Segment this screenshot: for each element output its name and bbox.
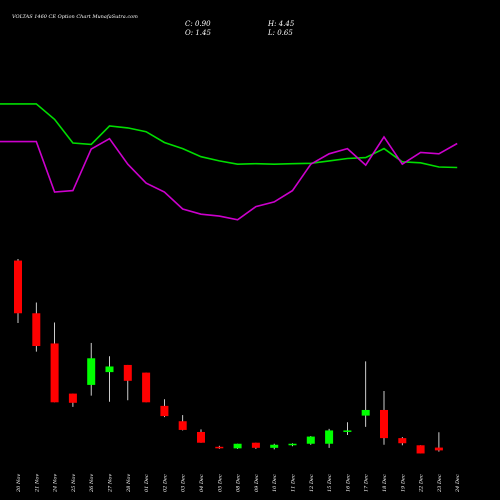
x-tick-label: 24 Dec [455, 474, 461, 493]
candle-body [178, 421, 187, 430]
candle [178, 415, 187, 431]
x-tick-label: 24 Nov [53, 474, 59, 493]
x-tick-label: 12 Dec [309, 474, 315, 492]
candle-body [160, 405, 169, 417]
open-value: O: 1.45 [185, 29, 211, 37]
candle [434, 432, 443, 452]
candle [233, 443, 242, 449]
candle-body [398, 438, 407, 444]
candles [14, 259, 443, 454]
close-value: C: 0.90 [185, 20, 211, 28]
candle [251, 442, 260, 449]
x-axis-tick-labels: 20 Nov 21 Nov 24 Nov 25 Nov 26 Nov 27 Nov 28 N… [16, 474, 461, 493]
candle [32, 302, 41, 352]
candle [14, 259, 22, 323]
magenta-line [0, 135, 458, 221]
x-tick-label: 09 Dec [254, 474, 260, 492]
x-tick-label: 16 Dec [345, 474, 351, 492]
candle [416, 445, 425, 454]
candle [160, 399, 169, 418]
moving-average-lines [0, 103, 458, 221]
candle [380, 391, 388, 445]
candle [270, 443, 279, 450]
candle-body [343, 430, 352, 432]
candle-body [380, 409, 388, 439]
candle [197, 429, 205, 443]
candle-body [434, 447, 443, 451]
candle [105, 356, 114, 402]
candle [306, 436, 315, 445]
candle-body [87, 358, 96, 385]
candle-body [68, 393, 77, 403]
x-tick-label: 27 Nov [108, 474, 114, 493]
x-tick-label: 01 Dec [144, 474, 150, 492]
candle [68, 393, 77, 407]
candle-body [50, 343, 59, 403]
x-tick-label: 15 Dec [327, 474, 333, 492]
candle [288, 443, 297, 447]
candle-body [32, 313, 41, 347]
candle-body [288, 443, 297, 446]
x-tick-label: 19 Dec [400, 474, 406, 492]
candle-body [416, 445, 425, 454]
x-tick-label: 26 Nov [89, 474, 95, 493]
candle [343, 422, 352, 436]
green-line [0, 103, 458, 169]
candle-body [306, 436, 315, 444]
x-tick-label: 28 Nov [126, 474, 132, 493]
x-tick-label: 22 Dec [419, 474, 425, 493]
candle-body [251, 442, 260, 448]
candle [142, 372, 151, 403]
x-tick-label: 20 Nov [16, 474, 22, 493]
candle-body [270, 444, 279, 448]
x-tick-label: 23 Dec [437, 474, 443, 493]
high-value: H: 4.45 [267, 20, 295, 28]
candle [325, 428, 334, 448]
chart-title: VOLTAS 1460 CE Option Chart MunafaSutra.… [12, 14, 138, 20]
x-tick-label: 18 Dec [382, 474, 388, 492]
candle-body [105, 366, 114, 373]
x-tick-label: 02 Dec [162, 474, 168, 492]
x-tick-label: 03 Dec [181, 474, 187, 492]
x-tick-label: 11 Dec [291, 474, 297, 492]
candle-body [197, 431, 205, 443]
candle-body [233, 443, 242, 449]
x-tick-label: 25 Nov [71, 474, 77, 493]
x-tick-label: 05 Dec [217, 474, 223, 492]
candle [123, 364, 132, 401]
candle-body [325, 430, 334, 444]
candle [398, 437, 407, 446]
x-tick-label: 04 Dec [199, 474, 205, 492]
candle-body [123, 364, 132, 381]
candle-body [215, 446, 224, 449]
candle [361, 361, 370, 427]
x-tick-label: 17 Dec [364, 474, 370, 492]
candle-body [361, 409, 370, 416]
candle [87, 342, 96, 396]
x-tick-label: 21 Nov [34, 474, 40, 493]
x-tick-label: 08 Dec [236, 474, 242, 492]
candle [215, 445, 224, 449]
candle-body [14, 260, 22, 314]
candle [50, 322, 59, 403]
low-value: L: 0.65 [267, 29, 293, 37]
x-tick-label: 10 Dec [272, 474, 278, 492]
candle-body [142, 372, 151, 403]
